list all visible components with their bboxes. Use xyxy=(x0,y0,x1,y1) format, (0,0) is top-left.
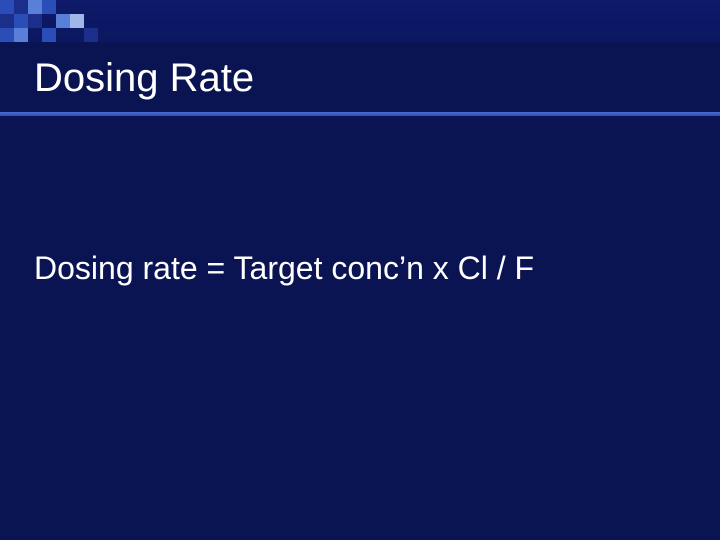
deco-square xyxy=(28,14,42,28)
deco-square xyxy=(14,14,28,28)
deco-square xyxy=(70,14,84,28)
deco-square xyxy=(28,0,42,14)
deco-square xyxy=(0,14,14,28)
deco-square xyxy=(42,0,56,14)
deco-square xyxy=(42,28,56,42)
deco-square xyxy=(14,28,28,42)
deco-square xyxy=(84,28,98,42)
slide-body-text: Dosing rate = Target conc’n x Cl / F xyxy=(34,250,534,287)
corner-squares-decoration xyxy=(0,0,110,42)
title-divider xyxy=(0,112,720,116)
deco-square xyxy=(14,0,28,14)
deco-square xyxy=(0,0,14,14)
deco-square xyxy=(0,28,14,42)
deco-square xyxy=(56,14,70,28)
slide-title: Dosing Rate xyxy=(34,56,254,101)
